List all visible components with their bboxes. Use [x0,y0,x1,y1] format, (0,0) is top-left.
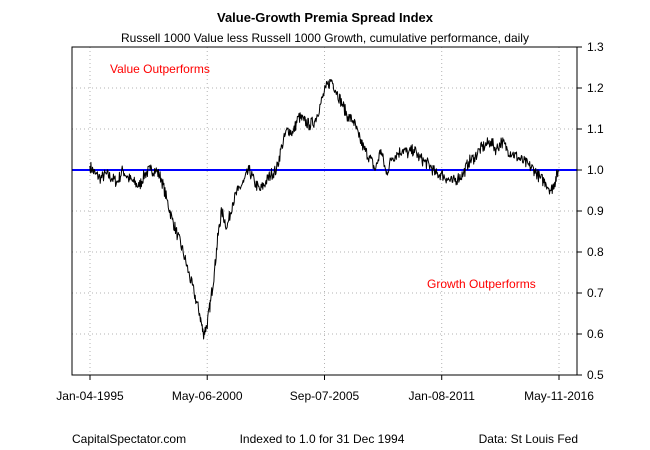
y-tick-label: 1.1 [587,122,604,136]
y-tick-label: 1.3 [587,40,604,54]
chart-subtitle: Russell 1000 Value less Russell 1000 Gro… [121,31,529,45]
footer-source-site: CapitalSpectator.com [72,432,186,446]
y-tick-label: 1.2 [587,81,604,95]
footer-index-note: Indexed to 1.0 for 31 Dec 1994 [240,432,405,446]
x-tick-label: Jan-04-1995 [56,389,124,403]
grid [72,46,577,376]
y-tick-label: 0.9 [587,204,604,218]
x-axis: Jan-04-1995 May-06-2000 Sep-07-2005 Jan-08-… [56,375,594,403]
x-tick-label: May-06-2000 [172,389,243,403]
series-line [89,79,559,340]
y-axis: 0.5 0.6 0.7 0.8 0.9 1.0 1.1 1.2 1.3 [577,40,604,382]
chart-title: Value-Growth Premia Spread Index [217,10,434,25]
annotation-growth-outperforms: Growth Outperforms [427,277,536,291]
y-tick-label: 0.8 [587,245,604,259]
x-tick-label: May-11-2016 [524,389,594,403]
y-tick-label: 0.6 [587,327,604,341]
y-tick-label: 0.5 [587,368,604,382]
y-tick-label: 1.0 [587,163,604,177]
series-layer [89,79,559,340]
x-tick-label: Sep-07-2005 [290,389,360,403]
x-tick-label: Jan-08-2011 [408,389,475,403]
y-tick-label: 0.7 [587,286,604,300]
annotation-value-outperforms: Value Outperforms [110,62,210,76]
footer-data-source: Data: St Louis Fed [479,432,578,446]
